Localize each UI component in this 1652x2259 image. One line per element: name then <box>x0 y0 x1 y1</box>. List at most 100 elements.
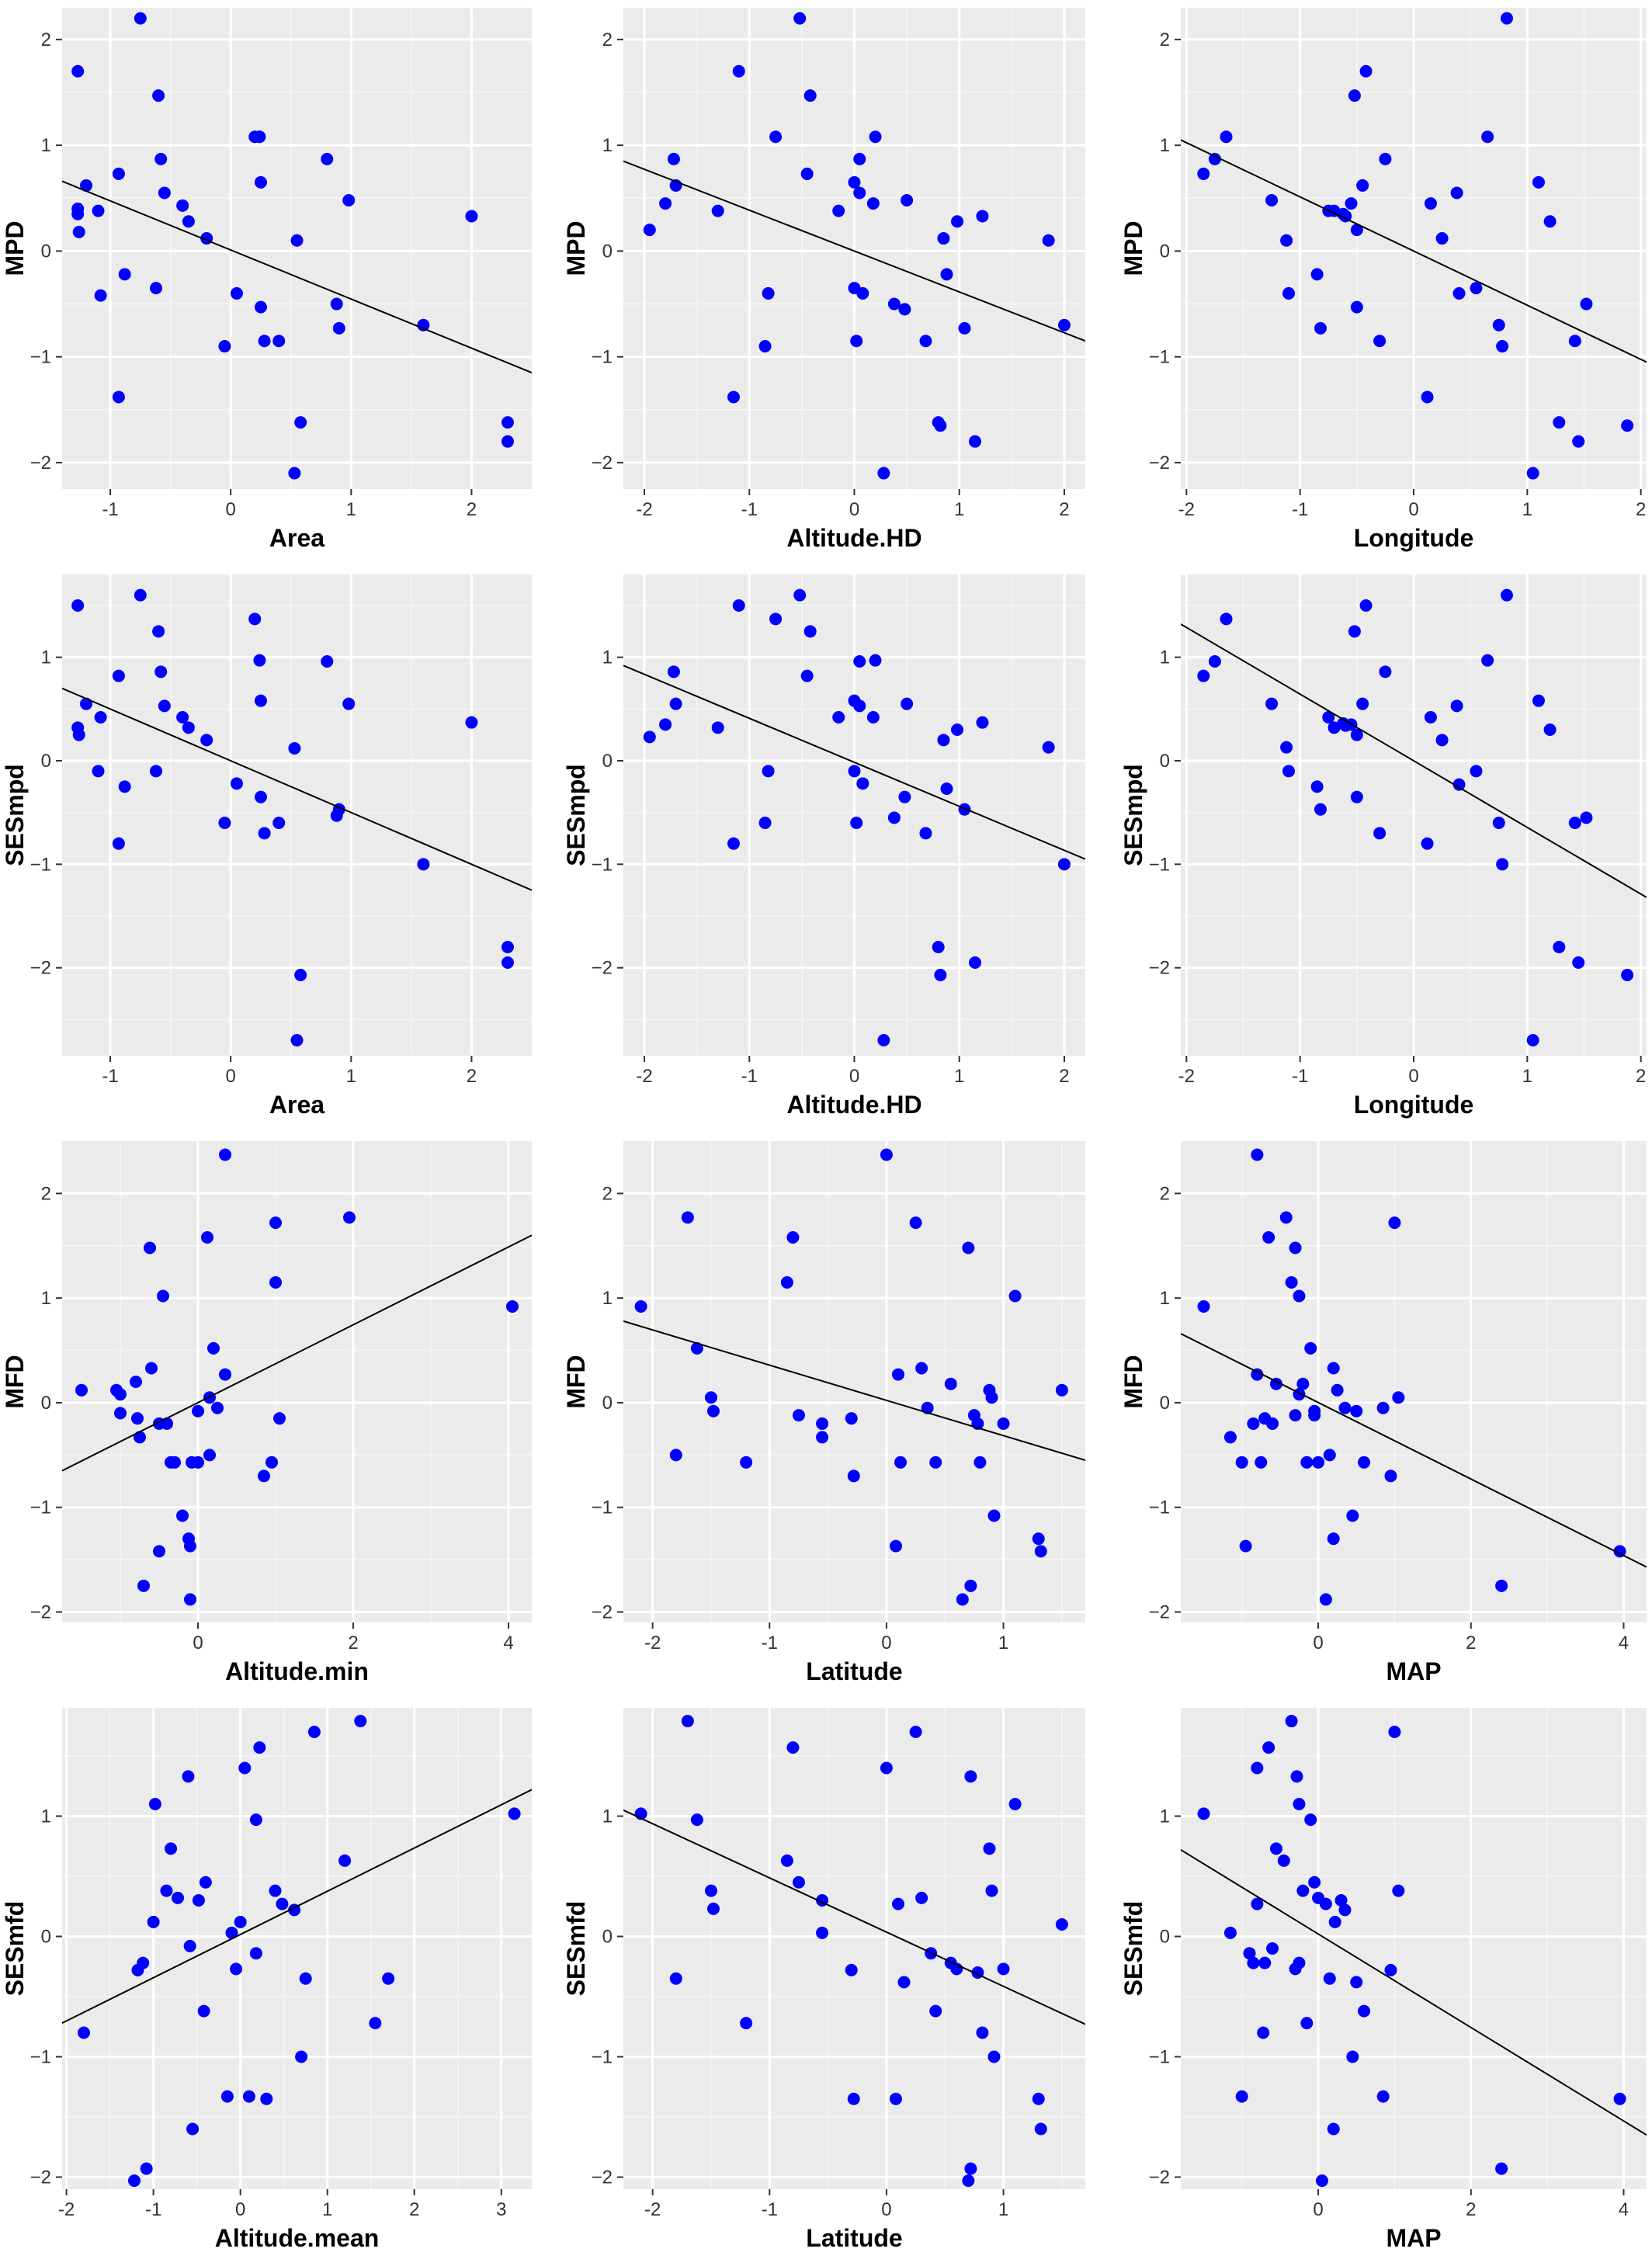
data-point <box>706 1404 720 1418</box>
data-point <box>856 286 869 300</box>
data-point <box>269 1275 282 1289</box>
x-axis-title: Altitude.HD <box>786 524 921 552</box>
data-point <box>740 1456 753 1469</box>
data-point <box>1315 2174 1328 2188</box>
data-point <box>253 1741 266 1754</box>
scatter-panel-5: -2 -1 0 1 2 −2 −1 0 1 Altitude.HD SESmpd <box>562 574 1085 1119</box>
y-tick-label: −1 <box>1149 854 1170 875</box>
x-tick-label: 2 <box>348 1633 358 1653</box>
data-point <box>1262 1231 1275 1244</box>
regression-line <box>1181 623 1647 898</box>
data-point <box>160 1884 173 1897</box>
y-tick-label: −2 <box>30 1602 51 1623</box>
y-tick-label: 0 <box>602 241 613 262</box>
y-tick-label: −2 <box>592 1602 613 1623</box>
x-axis-title: Longitude <box>1354 1091 1474 1119</box>
data-point <box>915 1362 928 1375</box>
x-axis-title: Latitude <box>806 2224 902 2252</box>
x-tick-label: 0 <box>881 1633 891 1653</box>
data-point <box>1543 215 1557 228</box>
y-tick-label: 2 <box>602 29 613 50</box>
x-tick-label: 0 <box>225 1066 235 1087</box>
data-point <box>976 716 989 729</box>
data-point <box>856 777 869 790</box>
data-point <box>1223 1431 1237 1444</box>
data-point <box>869 130 882 144</box>
data-point <box>165 1842 178 1855</box>
y-tick-label: −1 <box>1149 2047 1170 2068</box>
data-point <box>932 941 945 953</box>
data-point <box>1373 335 1386 348</box>
data-point <box>1262 1741 1275 1754</box>
data-point <box>853 186 866 200</box>
data-point <box>1008 1798 1022 1810</box>
x-tick-label: 2 <box>1059 1066 1069 1087</box>
plot-background <box>62 8 532 489</box>
data-point <box>869 654 882 667</box>
data-point <box>962 2174 975 2188</box>
y-tick-label: −2 <box>592 2167 613 2188</box>
data-point <box>1359 64 1373 78</box>
scatter-panel-10: -2 -1 0 1 2 3 −2 −1 0 1 Altitude.mean SESmfd <box>1 1708 532 2252</box>
data-point <box>1289 1409 1302 1422</box>
x-axis-title: Longitude <box>1354 524 1474 552</box>
data-point <box>1580 297 1593 311</box>
x-tick-label: -2 <box>636 499 652 520</box>
data-point <box>1356 697 1369 710</box>
data-point <box>1220 130 1233 144</box>
y-tick-label: 0 <box>41 751 51 772</box>
data-point <box>1290 1770 1303 1783</box>
data-point <box>249 1947 262 1960</box>
data-point <box>182 1770 195 1783</box>
y-tick-label: −1 <box>30 1497 51 1518</box>
data-point <box>1470 765 1483 778</box>
data-point <box>1266 1417 1279 1430</box>
data-point <box>201 1231 213 1244</box>
y-tick-label: −2 <box>1149 1602 1170 1623</box>
y-tick-label: −1 <box>592 347 613 368</box>
data-point <box>704 1884 717 1897</box>
data-point <box>1350 300 1363 314</box>
x-tick-label: 1 <box>346 499 356 520</box>
data-point <box>792 1876 805 1889</box>
data-point <box>1032 1532 1045 1546</box>
x-tick-label: 1 <box>346 1066 356 1087</box>
data-point <box>976 2026 989 2039</box>
data-point <box>290 234 304 247</box>
data-point <box>272 817 286 829</box>
data-point <box>1338 1401 1352 1414</box>
data-point <box>877 467 890 480</box>
data-point <box>850 335 863 348</box>
data-point <box>1208 655 1221 668</box>
data-point <box>150 282 162 295</box>
data-point <box>1197 669 1210 682</box>
scatter-panel-1: -1 0 1 2 −2 −1 0 1 2 Area MPD <box>1 8 532 552</box>
data-point <box>112 390 125 404</box>
x-tick-label: 2 <box>1059 499 1069 520</box>
data-point <box>501 435 514 448</box>
data-point <box>220 2090 234 2103</box>
data-point <box>1034 1545 1047 1558</box>
data-point <box>144 1241 156 1254</box>
x-tick-label: 0 <box>1408 499 1418 520</box>
scatter-panel-6: -2 -1 0 1 2 −2 −1 0 1 Longitude SESmpd <box>1119 574 1647 1119</box>
data-point <box>150 765 162 778</box>
data-point <box>219 1368 231 1381</box>
data-point <box>1197 1300 1210 1313</box>
data-point <box>1435 232 1449 245</box>
data-point <box>1388 1216 1401 1230</box>
data-point <box>343 1211 356 1224</box>
data-point <box>1358 1456 1371 1469</box>
data-point <box>290 1034 304 1046</box>
y-tick-label: −2 <box>1149 958 1170 979</box>
data-point <box>118 268 131 281</box>
y-tick-label: 2 <box>1160 1183 1170 1204</box>
data-point <box>1501 588 1513 602</box>
y-tick-label: 1 <box>1160 647 1170 668</box>
data-point <box>465 210 478 223</box>
data-point <box>94 711 107 724</box>
data-point <box>732 64 745 78</box>
x-tick-label: 1 <box>322 2199 332 2220</box>
data-point <box>1285 1715 1298 1728</box>
data-point <box>506 1300 519 1313</box>
